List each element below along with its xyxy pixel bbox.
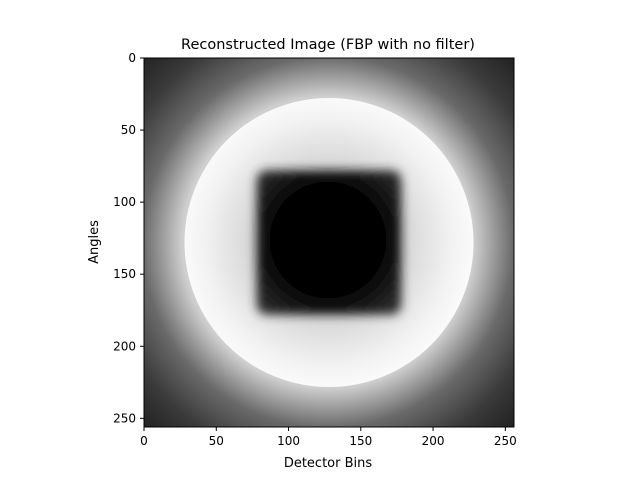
y-tick-label: 100: [113, 195, 136, 209]
x-tick-label: 150: [349, 434, 372, 448]
plot-title: Reconstructed Image (FBP with no filter): [181, 37, 475, 53]
y-tick-label: 200: [113, 339, 136, 353]
x-tick-label: 250: [494, 434, 517, 448]
y-tick-label: 0: [128, 51, 136, 65]
y-axis-label: Angles: [87, 220, 102, 264]
x-tick-label: 200: [422, 434, 445, 448]
y-tick-label: 150: [113, 267, 136, 281]
x-tick-label: 0: [140, 434, 148, 448]
y-axis-ticks: 0 50 100 150 200 250: [113, 51, 144, 425]
x-axis-label: Detector Bins: [284, 456, 373, 471]
axes-frame: [143, 57, 515, 428]
x-tick-label: 50: [209, 434, 224, 448]
y-tick-label: 250: [113, 411, 136, 425]
dark-square: [256, 170, 402, 315]
x-axis-ticks: 0 50 100 150 200 250: [140, 427, 517, 448]
x-tick-label: 100: [277, 434, 300, 448]
y-tick-label: 50: [121, 123, 136, 137]
reconstructed-image: [144, 58, 514, 427]
